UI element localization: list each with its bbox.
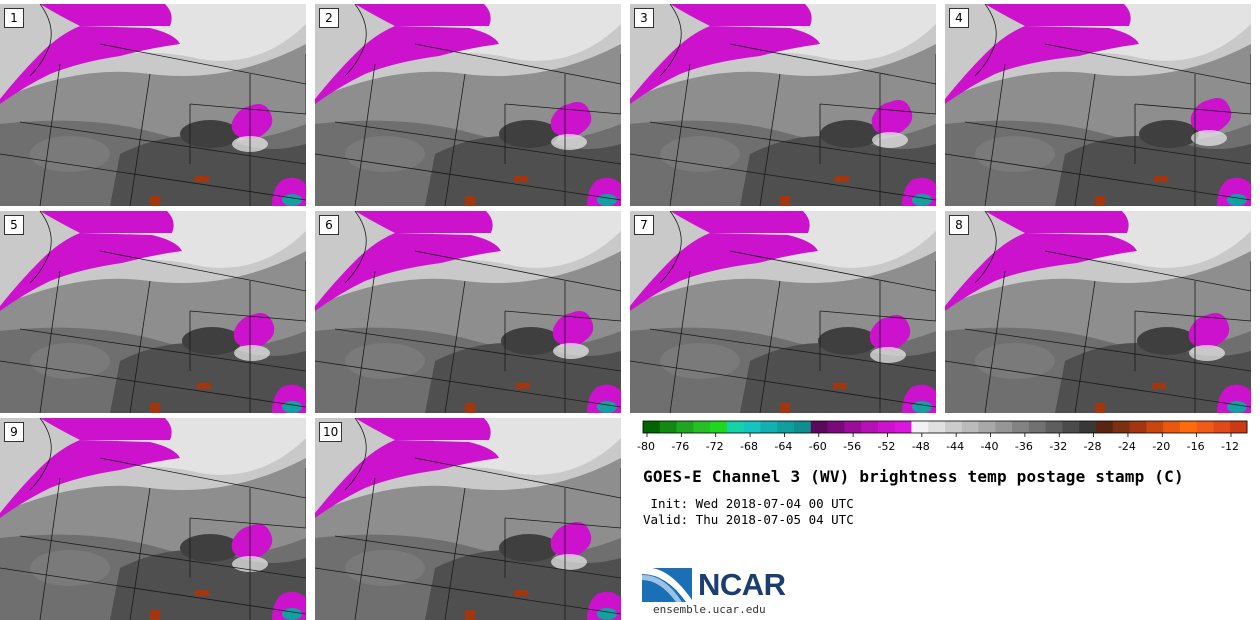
colorbar-segment <box>1062 421 1080 433</box>
panel-number-label: 10 <box>319 422 343 442</box>
satellite-image <box>315 418 621 620</box>
colorbar-tick-label: -60 <box>808 440 827 453</box>
colorbar-tick-label: -76 <box>671 440 690 453</box>
colorbar-segment <box>1112 421 1131 433</box>
colorbar-segment <box>1196 421 1214 433</box>
colorbar-tick-label: -56 <box>843 440 862 453</box>
postage-stamp-panel: 8 <box>945 211 1251 413</box>
satellite-image <box>315 211 621 413</box>
colorbar-segment <box>676 421 694 433</box>
colorbar-segment <box>844 421 862 433</box>
init-time: Init: Wed 2018-07-04 00 UTC <box>643 496 854 511</box>
ncar-logo-icon <box>642 567 692 602</box>
postage-stamp-panel: 5 <box>0 211 306 413</box>
colorbar-tick-label: -32 <box>1049 440 1068 453</box>
colorbar-segment <box>861 421 879 433</box>
colorbar-tick-label: -52 <box>877 440 896 453</box>
postage-stamp-panel: 6 <box>315 211 621 413</box>
postage-stamp-panel: 10 <box>315 418 621 620</box>
satellite-image <box>630 4 936 206</box>
colorbar-segment <box>945 421 963 433</box>
colorbar-segment <box>1079 421 1097 433</box>
colorbar-segment <box>827 421 845 433</box>
colorbar-segment <box>810 421 829 433</box>
satellite-image <box>945 211 1251 413</box>
colorbar-segment <box>1129 421 1147 433</box>
colorbar-segment <box>928 421 946 433</box>
satellite-image <box>945 4 1251 206</box>
satellite-image <box>630 211 936 413</box>
colorbar-segment <box>961 421 980 433</box>
panel-number-label: 7 <box>634 215 654 235</box>
panel-number-label: 9 <box>4 422 24 442</box>
colorbar-segment <box>894 421 912 433</box>
logo-text: NCAR <box>698 567 786 602</box>
colorbar-tick-label: -16 <box>1186 440 1205 453</box>
colorbar-segment <box>1096 421 1114 433</box>
panel-number-label: 8 <box>949 215 969 235</box>
colorbar-tick-label: -28 <box>1083 440 1102 453</box>
colorbar-segment <box>1012 421 1030 433</box>
colorbar-segment <box>1213 421 1231 433</box>
panel-number-label: 2 <box>319 8 339 28</box>
colorbar-segment <box>726 421 745 433</box>
colorbar-segment <box>1045 421 1063 433</box>
colorbar-tick-label: -44 <box>946 440 965 453</box>
colorbar <box>642 420 1248 437</box>
colorbar-tick-labels: -80 -76 -72 -68 -64 -60 -56 -52 -48 -44 -40 -36 -32 -… <box>637 436 1249 460</box>
satellite-image <box>0 418 306 620</box>
colorbar-tick-label: -20 <box>1152 440 1171 453</box>
satellite-image <box>315 4 621 206</box>
colorbar-tick-label: -64 <box>774 440 793 453</box>
panel-number-label: 1 <box>4 8 24 28</box>
colorbar-segment <box>794 421 812 433</box>
panel-number-label: 6 <box>319 215 339 235</box>
colorbar-segment <box>1163 421 1181 433</box>
colorbar-segment <box>693 421 711 433</box>
figure-title: GOES-E Channel 3 (WV) brightness temp po… <box>643 467 1184 486</box>
colorbar-segment <box>743 421 761 433</box>
colorbar-tick-label: -12 <box>1221 440 1239 453</box>
colorbar-segment <box>710 421 728 433</box>
colorbar-tick-label: -72 <box>705 440 724 453</box>
colorbar-segment <box>659 421 678 433</box>
satellite-image <box>0 211 306 413</box>
panel-number-label: 3 <box>634 8 654 28</box>
colorbar-tick-label: -40 <box>980 440 999 453</box>
colorbar-segment <box>877 421 896 433</box>
colorbar-segment <box>1146 421 1164 433</box>
colorbar-segment <box>911 421 929 433</box>
colorbar-tick-label: -68 <box>740 440 759 453</box>
colorbar-segment <box>643 421 661 433</box>
colorbar-segment <box>1179 421 1198 433</box>
colorbar-segment <box>978 421 996 433</box>
satellite-image <box>0 4 306 206</box>
colorbar-tick-label: -80 <box>637 440 655 453</box>
panel-number-label: 4 <box>949 8 969 28</box>
postage-stamp-panel: 3 <box>630 4 936 206</box>
colorbar-segment <box>1230 421 1248 433</box>
colorbar-tick-label: -48 <box>911 440 930 453</box>
valid-time: Valid: Thu 2018-07-05 04 UTC <box>643 512 854 527</box>
colorbar-segment <box>760 421 778 433</box>
postage-stamp-panel: 9 <box>0 418 306 620</box>
colorbar-tick-label: -24 <box>1117 440 1136 453</box>
colorbar-segment <box>1028 421 1047 433</box>
postage-stamp-panel: 4 <box>945 4 1251 206</box>
panel-number-label: 5 <box>4 215 24 235</box>
logo-url: ensemble.ucar.edu <box>653 603 766 616</box>
colorbar-segment <box>995 421 1013 433</box>
colorbar-tick-label: -36 <box>1014 440 1033 453</box>
postage-stamp-panel: 2 <box>315 4 621 206</box>
postage-stamp-panel: 1 <box>0 4 306 206</box>
postage-stamp-panel: 7 <box>630 211 936 413</box>
colorbar-segment <box>777 421 795 433</box>
